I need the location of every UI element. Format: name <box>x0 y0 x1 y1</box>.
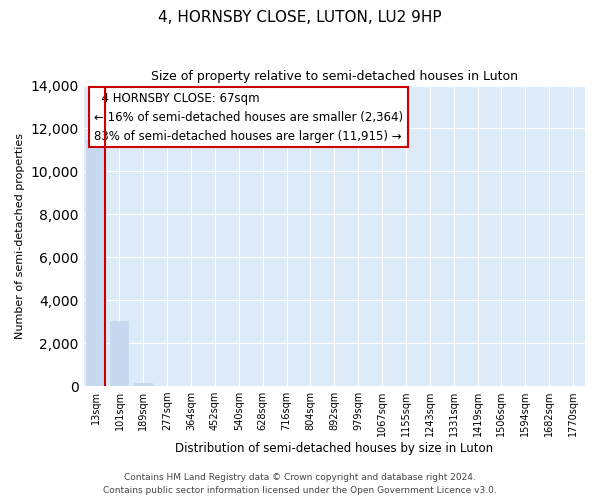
Text: Contains HM Land Registry data © Crown copyright and database right 2024.
Contai: Contains HM Land Registry data © Crown c… <box>103 474 497 495</box>
Y-axis label: Number of semi-detached properties: Number of semi-detached properties <box>15 133 25 339</box>
Bar <box>110 320 129 386</box>
X-axis label: Distribution of semi-detached houses by size in Luton: Distribution of semi-detached houses by … <box>175 442 493 455</box>
Bar <box>134 383 153 386</box>
Bar <box>86 140 105 386</box>
Text: 4 HORNSBY CLOSE: 67sqm
← 16% of semi-detached houses are smaller (2,364)
83% of : 4 HORNSBY CLOSE: 67sqm ← 16% of semi-det… <box>94 92 403 142</box>
Text: 4, HORNSBY CLOSE, LUTON, LU2 9HP: 4, HORNSBY CLOSE, LUTON, LU2 9HP <box>158 10 442 25</box>
Title: Size of property relative to semi-detached houses in Luton: Size of property relative to semi-detach… <box>151 70 518 83</box>
